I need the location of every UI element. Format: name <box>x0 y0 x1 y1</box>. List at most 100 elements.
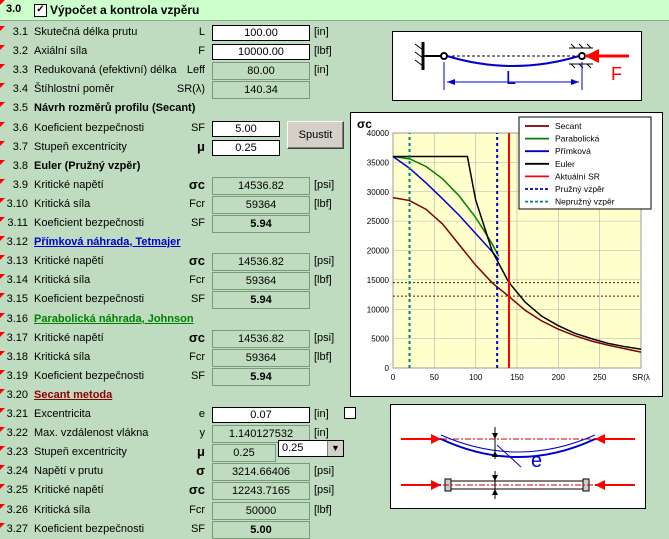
row-label: Koeficient bezpečnosti <box>34 217 145 229</box>
row-symbol: σc <box>188 482 205 497</box>
row-unit: [psi] <box>314 484 335 496</box>
y-tick-label: 30000 <box>367 188 390 197</box>
row-number: 3.5 <box>0 102 28 114</box>
row-unit: [in] <box>314 64 329 76</box>
row-3-18: 3.18 Kritická síla Fcr 59364 [lbf] <box>0 349 345 367</box>
buckling-diagram-bottom: e <box>390 404 646 509</box>
row-3-6: 3.6 Koeficient bezpečnosti SF 5.00 <box>0 120 345 138</box>
row-unit: [psi] <box>314 465 335 477</box>
legend-label: Pružný vzpěr <box>555 184 605 194</box>
row-label: Skutečná délka prutu <box>34 26 138 38</box>
row-3-14: 3.14 Kritická síla Fcr 59364 [lbf] <box>0 272 345 290</box>
row-3-19: 3.19 Koeficient bezpečnosti SF 5.94 <box>0 368 345 386</box>
value-input[interactable]: 100.00 <box>212 25 310 41</box>
row-number: 3.20 <box>0 389 28 401</box>
row-number: 3.21 <box>0 408 28 420</box>
row-symbol: μ <box>197 444 205 459</box>
x-tick-label: 150 <box>510 373 524 382</box>
row-number: 3.17 <box>0 332 28 344</box>
row-number: 3.1 <box>0 26 28 38</box>
legend-label: Nepružný vzpěr <box>555 197 615 207</box>
row-unit: [psi] <box>314 255 335 267</box>
row-3-9: 3.9 Kritické napětí σc 14536.82 [psi] <box>0 177 345 195</box>
row-number: 3.25 <box>0 484 28 496</box>
value-output: 140.34 <box>212 81 310 99</box>
row-number: 3.18 <box>0 351 28 363</box>
value-output: 12243.7165 <box>212 482 310 500</box>
chart-panel: 0 5000 10000 15000 20000 25000 30000 35000 40000… <box>350 112 663 397</box>
row-symbol: y <box>199 427 206 439</box>
row-3-16: 3.16 Parabolická náhrada, Johnson <box>0 311 345 329</box>
row-3-23: 3.23 Stupeň excentricity μ 0.25 <box>0 444 345 462</box>
y-tick-label: 10000 <box>367 305 390 314</box>
row-label: Štíhlostní poměr <box>34 83 115 95</box>
section-title: Secant metoda <box>34 389 113 401</box>
row-number: 3.12 <box>0 236 28 248</box>
row-label: Max. vzdálenost vlákna <box>34 427 149 439</box>
row-number: 3.24 <box>0 465 28 477</box>
spustit-button[interactable]: Spustit <box>287 121 344 149</box>
row-symbol: Leff <box>186 64 205 76</box>
row-label: Kritické napětí <box>34 484 104 496</box>
row-number: 3.9 <box>0 179 28 191</box>
value-output: 14536.82 <box>212 253 310 271</box>
series-line <box>392 155 500 257</box>
row-symbol: μ <box>197 139 205 154</box>
value-output: 1.140127532 <box>212 425 310 443</box>
value-output: 14536.82 <box>212 177 310 195</box>
section-header: 3.0 ✓ Výpočet a kontrola vzpěru <box>0 0 669 21</box>
y-tick-label: 5000 <box>371 335 389 344</box>
row-label: Kritická síla <box>34 504 91 516</box>
row-symbol: σc <box>188 177 205 192</box>
row-3-12: 3.12 Přímková náhrada, Tetmajer <box>0 234 345 252</box>
value-output: 5.00 <box>212 521 310 539</box>
section-title: Návrh rozměrů profilu (Secant) <box>34 102 196 114</box>
section-title: Parabolická náhrada, Johnson <box>34 313 194 325</box>
row-symbol: F <box>198 45 205 57</box>
header-checkbox[interactable]: ✓ <box>34 4 47 17</box>
row-label: Kritická síla <box>34 274 91 286</box>
eccentricity-schematic: e <box>401 427 635 499</box>
row-3-11: 3.11 Koeficient bezpečnosti SF 5.94 <box>0 215 345 233</box>
row-symbol: Fcr <box>189 351 205 363</box>
row-number: 3.3 <box>0 64 28 76</box>
series-line <box>392 155 500 261</box>
y-tick-label: 0 <box>385 364 390 373</box>
value-input[interactable]: 0.25 <box>212 140 280 156</box>
eccentricity-dropdown[interactable]: 0.25 ▼ <box>278 440 344 457</box>
value-input[interactable]: 0.07 <box>212 407 310 423</box>
row-number: 3.27 <box>0 523 28 535</box>
row-number: 3.23 <box>0 446 28 458</box>
row-symbol: Fcr <box>189 274 205 286</box>
row-number: 3.16 <box>0 313 28 325</box>
row-3-25: 3.25 Kritické napětí σc 12243.7165 [psi] <box>0 482 345 500</box>
row-unit: [lbf] <box>314 198 332 210</box>
legend-label: Aktuální SR <box>555 171 600 181</box>
row-label: Stupeň excentricity <box>34 446 127 458</box>
value-output: 59364 <box>212 272 310 290</box>
row-symbol: SF <box>190 217 205 229</box>
value-output: 50000 <box>212 502 310 520</box>
x-tick-label: 200 <box>552 373 566 382</box>
length-label: L <box>506 68 516 88</box>
section-title: Euler (Pružný vzpěr) <box>34 160 141 172</box>
row-label: Koeficient bezpečnosti <box>34 293 145 305</box>
row-symbol: L <box>198 26 205 38</box>
row-3-20: 3.20 Secant metoda <box>0 387 345 405</box>
y-tick-label: 35000 <box>367 158 390 167</box>
eccentricity-checkbox[interactable] <box>344 407 356 419</box>
row-symbol: SF <box>190 293 205 305</box>
chevron-down-icon[interactable]: ▼ <box>327 441 343 456</box>
row-3-22: 3.22 Max. vzdálenost vlákna y 1.140127532 [i… <box>0 425 345 443</box>
x-tick-label: 250 <box>593 373 607 382</box>
row-3-21: 3.21 Excentricita e 0.07 [in] <box>0 406 345 424</box>
value-input[interactable]: 5.00 <box>212 121 280 137</box>
value-input[interactable]: 10000.00 <box>212 44 310 60</box>
row-unit: [lbf] <box>314 351 332 363</box>
row-label: Kritické napětí <box>34 332 104 344</box>
y-tick-label: 15000 <box>367 276 390 285</box>
series-line <box>393 155 642 350</box>
row-number: 3.14 <box>0 274 28 286</box>
row-unit: [lbf] <box>314 45 332 57</box>
row-label: Axiální síla <box>34 45 88 57</box>
